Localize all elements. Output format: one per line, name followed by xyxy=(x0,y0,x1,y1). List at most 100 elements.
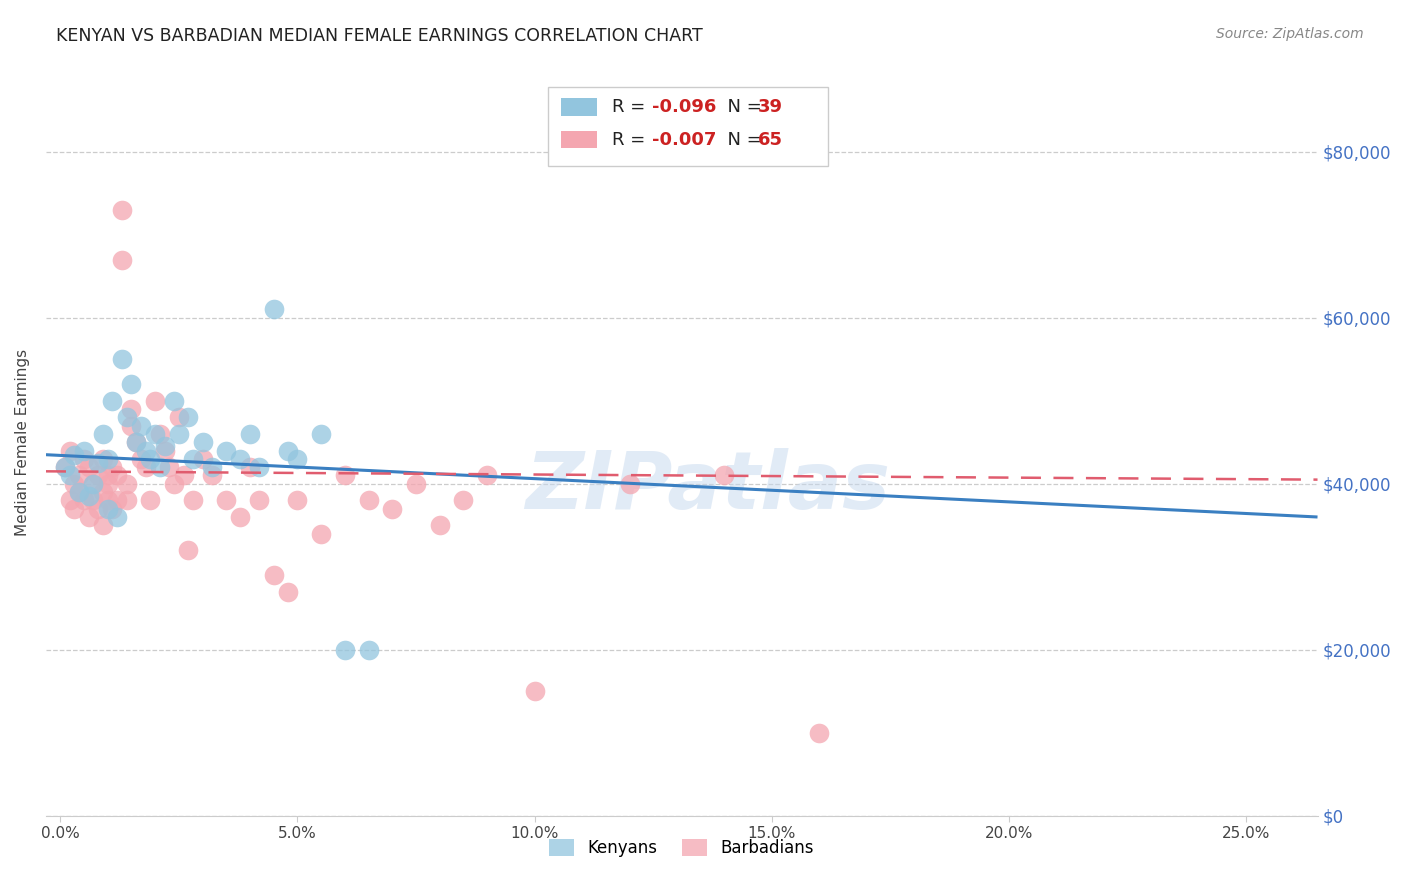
Text: KENYAN VS BARBADIAN MEDIAN FEMALE EARNINGS CORRELATION CHART: KENYAN VS BARBADIAN MEDIAN FEMALE EARNIN… xyxy=(56,27,703,45)
Point xyxy=(97,451,120,466)
Point xyxy=(120,402,142,417)
Point xyxy=(167,410,190,425)
Point xyxy=(97,476,120,491)
Point xyxy=(82,493,104,508)
Point xyxy=(105,468,128,483)
Text: R =: R = xyxy=(612,130,651,149)
Point xyxy=(111,202,134,217)
Point xyxy=(239,460,262,475)
Point xyxy=(229,451,252,466)
Point xyxy=(77,510,100,524)
Point xyxy=(309,426,332,441)
Text: R =: R = xyxy=(612,97,651,116)
Point xyxy=(115,493,138,508)
Point xyxy=(59,493,82,508)
Point xyxy=(619,476,641,491)
Text: 39: 39 xyxy=(758,97,783,116)
Point xyxy=(357,643,380,657)
Point xyxy=(239,426,262,441)
Point xyxy=(67,468,90,483)
Point xyxy=(115,476,138,491)
Point xyxy=(87,456,110,470)
Point xyxy=(191,451,214,466)
Point xyxy=(229,510,252,524)
Point xyxy=(163,393,186,408)
Text: -0.096: -0.096 xyxy=(652,97,717,116)
Point xyxy=(405,476,427,491)
Point xyxy=(249,493,271,508)
Point xyxy=(157,460,180,475)
Point xyxy=(153,439,176,453)
Point xyxy=(87,501,110,516)
Point xyxy=(263,302,285,317)
Point xyxy=(149,426,172,441)
Point xyxy=(73,493,96,508)
Point xyxy=(167,426,190,441)
Point xyxy=(453,493,475,508)
Point xyxy=(153,443,176,458)
Point xyxy=(59,443,82,458)
Point xyxy=(287,451,309,466)
Y-axis label: Median Female Earnings: Median Female Earnings xyxy=(15,349,30,536)
Point xyxy=(91,485,114,500)
Point xyxy=(101,460,124,475)
Point xyxy=(143,393,166,408)
Point xyxy=(63,476,86,491)
Point xyxy=(249,460,271,475)
Point xyxy=(91,451,114,466)
Point xyxy=(87,468,110,483)
Point xyxy=(139,451,162,466)
Point xyxy=(215,443,238,458)
Text: Source: ZipAtlas.com: Source: ZipAtlas.com xyxy=(1216,27,1364,41)
Point xyxy=(129,451,152,466)
Point xyxy=(381,501,404,516)
Point xyxy=(63,501,86,516)
Point xyxy=(63,448,86,462)
Point xyxy=(201,460,224,475)
Point xyxy=(523,684,546,698)
Point xyxy=(120,418,142,433)
Point xyxy=(143,426,166,441)
Point xyxy=(357,493,380,508)
Point xyxy=(713,468,735,483)
Point xyxy=(111,352,134,367)
Point xyxy=(53,460,76,475)
Point xyxy=(181,493,204,508)
Point xyxy=(139,493,162,508)
Point xyxy=(91,426,114,441)
Point xyxy=(135,460,157,475)
Point xyxy=(177,543,200,558)
FancyBboxPatch shape xyxy=(548,87,828,166)
Point xyxy=(82,476,104,491)
Point xyxy=(135,443,157,458)
Point xyxy=(429,518,451,533)
Point xyxy=(129,418,152,433)
Point xyxy=(287,493,309,508)
Point xyxy=(101,393,124,408)
Point xyxy=(115,410,138,425)
Point xyxy=(191,435,214,450)
Point xyxy=(67,485,90,500)
Point xyxy=(77,489,100,503)
Text: ZIPatlas: ZIPatlas xyxy=(524,448,890,526)
Point xyxy=(277,584,299,599)
Point xyxy=(105,493,128,508)
FancyBboxPatch shape xyxy=(561,130,596,148)
Point xyxy=(73,451,96,466)
Point xyxy=(263,568,285,582)
Point xyxy=(477,468,499,483)
Point xyxy=(149,460,172,475)
Point xyxy=(59,468,82,483)
Text: N =: N = xyxy=(716,97,768,116)
Text: 65: 65 xyxy=(758,130,783,149)
Point xyxy=(97,468,120,483)
Point xyxy=(101,501,124,516)
Point xyxy=(333,643,356,657)
Point xyxy=(73,443,96,458)
Legend: Kenyans, Barbadians: Kenyans, Barbadians xyxy=(543,832,821,863)
Point xyxy=(125,435,148,450)
Point xyxy=(67,485,90,500)
Point xyxy=(120,377,142,392)
Point xyxy=(111,252,134,267)
Point xyxy=(125,435,148,450)
